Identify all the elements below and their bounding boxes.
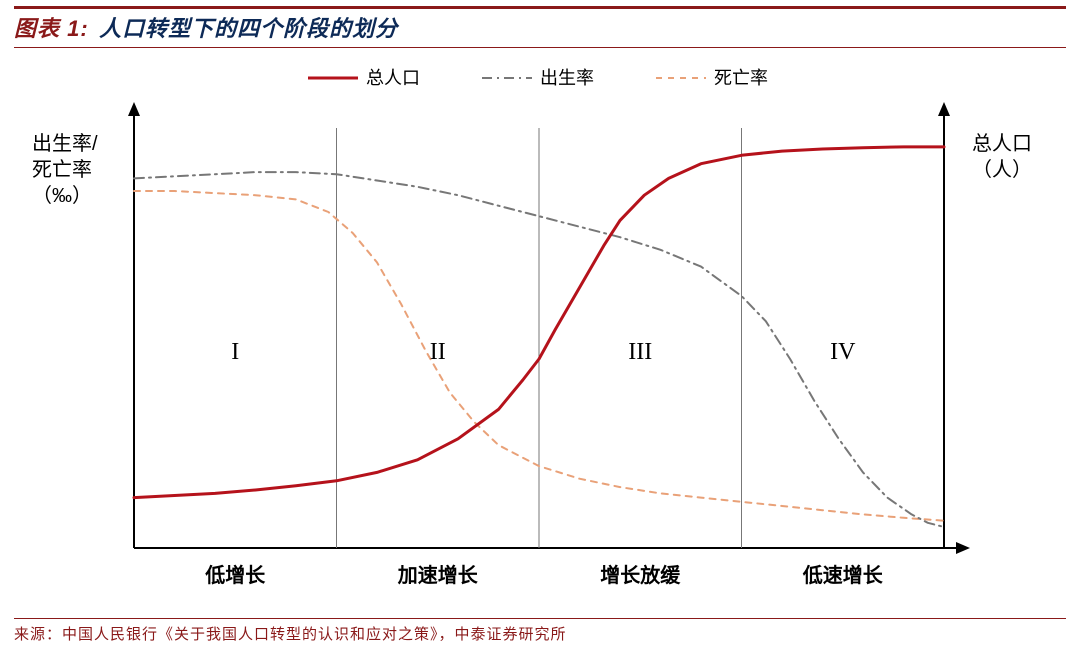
legend-label-total_pop: 总人口 bbox=[366, 68, 420, 88]
y-right-label: （人） bbox=[972, 158, 1032, 181]
y-right-label: 总人口 bbox=[972, 132, 1032, 155]
legend-label-death: 死亡率 bbox=[714, 68, 768, 88]
stage-roman: II bbox=[430, 339, 446, 365]
legend-label-birth: 出生率 bbox=[540, 68, 594, 88]
source-text: 来源：中国人民银行《关于我国人口转型的认识和应对之策》，中泰证券研究所 bbox=[14, 626, 567, 643]
stage-x-label: 增长放缓 bbox=[600, 563, 681, 587]
y-axis-right-arrow-icon bbox=[938, 102, 950, 116]
y-left-label: 死亡率 bbox=[32, 158, 92, 181]
stage-x-label: 低速增长 bbox=[802, 563, 884, 587]
figure-title-bar: 图表 1: 人口转型下的四个阶段的划分 bbox=[14, 6, 1066, 48]
stage-roman: I bbox=[231, 339, 239, 365]
stage-x-label: 低增长 bbox=[204, 563, 266, 587]
chart-svg: 总人口出生率死亡率出生率/死亡率（‰）总人口（人）I低增长II加速增长III增长… bbox=[14, 48, 1066, 618]
source-bar: 来源：中国人民银行《关于我国人口转型的认识和应对之策》，中泰证券研究所 bbox=[14, 618, 1066, 644]
stage-roman: III bbox=[628, 339, 652, 365]
chart-area: 总人口出生率死亡率出生率/死亡率（‰）总人口（人）I低增长II加速增长III增长… bbox=[14, 48, 1066, 618]
y-axis-left-arrow-icon bbox=[128, 102, 140, 116]
figure-container: 图表 1: 人口转型下的四个阶段的划分 总人口出生率死亡率出生率/死亡率（‰）总… bbox=[0, 0, 1080, 663]
y-left-label: （‰） bbox=[32, 184, 92, 207]
stage-x-label: 加速增长 bbox=[397, 563, 479, 587]
figure-label: 图表 1: bbox=[14, 16, 89, 41]
y-left-label: 出生率/ bbox=[32, 132, 98, 155]
x-axis-arrow-icon bbox=[956, 542, 970, 554]
figure-title: 人口转型下的四个阶段的划分 bbox=[99, 16, 398, 41]
stage-roman: IV bbox=[830, 339, 856, 365]
